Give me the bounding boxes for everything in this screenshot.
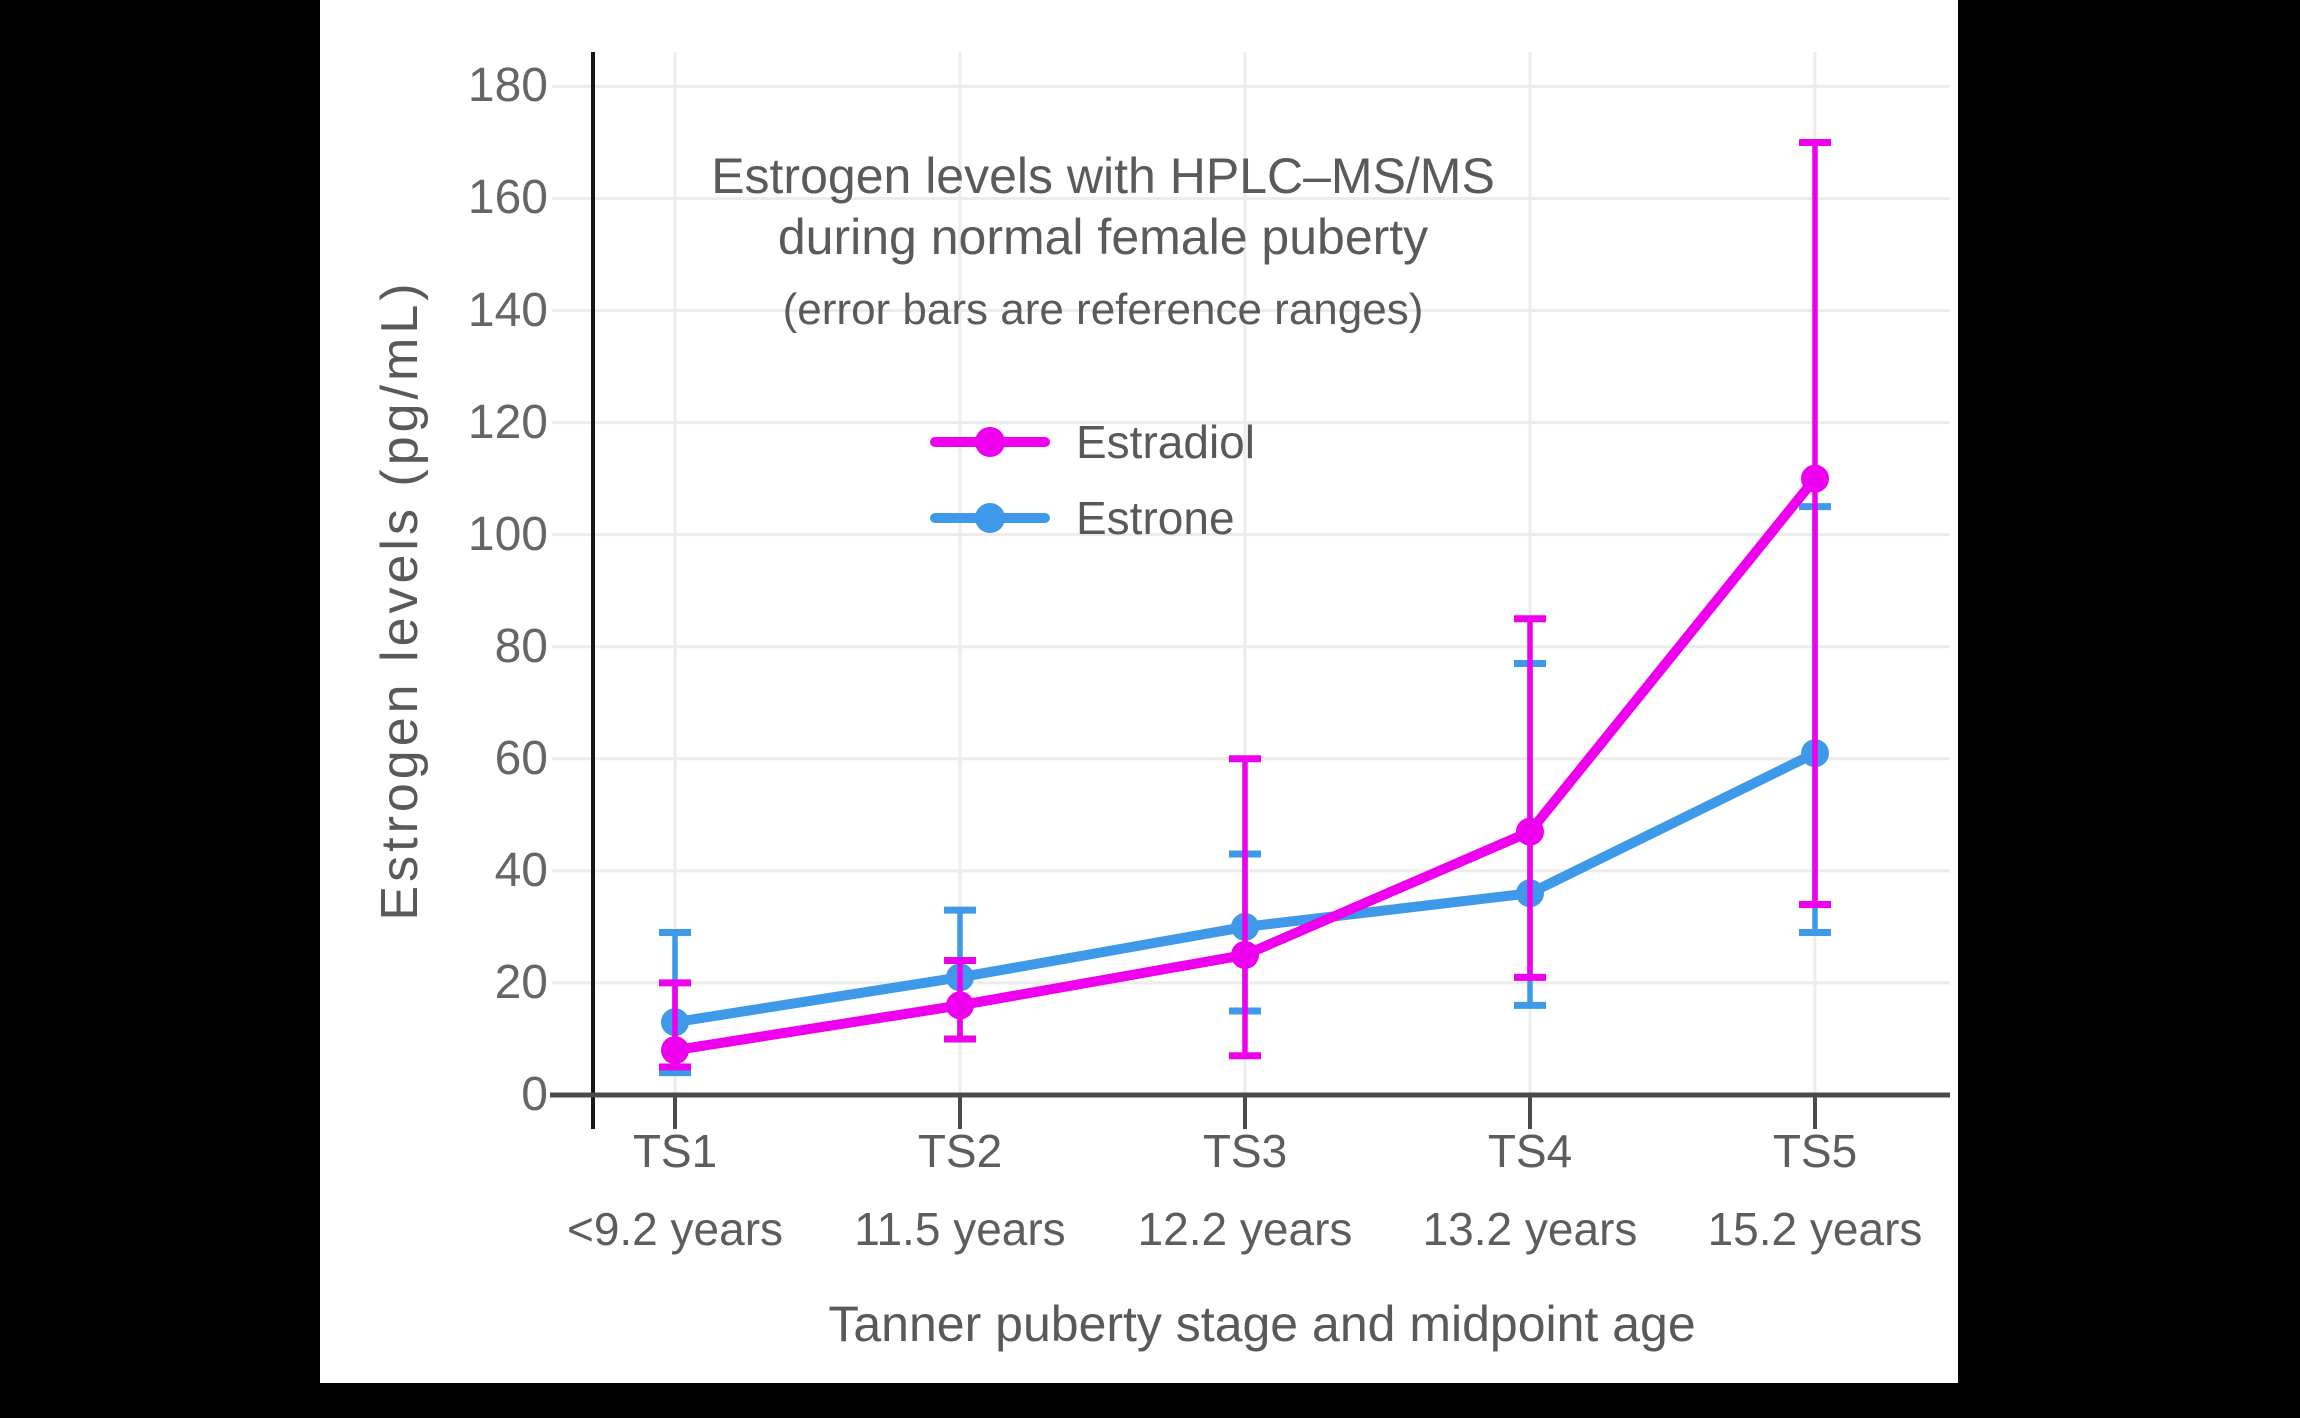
x-tick-label-stage: TS2 <box>917 1125 1003 1177</box>
y-tick-label: 20 <box>494 955 548 1009</box>
y-tick-label: 80 <box>494 619 548 673</box>
y-tick-label: 100 <box>467 507 548 561</box>
y-tick-label: 120 <box>467 395 548 449</box>
chart-legend: Estradiol Estrone <box>930 412 1255 548</box>
chart-title-line1: Estrogen levels with HPLC–MS/MS <box>711 148 1495 204</box>
legend-item-estradiol: Estradiol <box>930 412 1255 472</box>
estrone-legend-dot <box>975 503 1005 533</box>
x-tick-label-age: 13.2 years <box>1422 1203 1638 1255</box>
estrone-legend-marker-icon <box>930 488 1050 548</box>
legend-label-estradiol: Estradiol <box>1076 416 1255 468</box>
chart-subtitle: (error bars are reference ranges) <box>782 285 1424 334</box>
chart-title-line2: during normal female puberty <box>777 209 1429 265</box>
legend-item-estrone: Estrone <box>930 488 1255 548</box>
x-tick-label-age: 11.5 years <box>854 1203 1066 1255</box>
x-tick-label-stage: TS4 <box>1487 1125 1573 1177</box>
x-tick-label-age: 15.2 years <box>1707 1203 1923 1255</box>
x-tick-label-stage: TS5 <box>1772 1125 1858 1177</box>
x-tick-label-age: <9.2 years <box>566 1203 784 1255</box>
x-tick-label-stage: TS1 <box>632 1125 718 1177</box>
x-tick-label-age: 12.2 years <box>1137 1203 1353 1255</box>
estradiol-legend-marker-icon <box>930 412 1050 472</box>
estradiol-legend-dot <box>975 427 1005 457</box>
x-axis-title: Tanner puberty stage and midpoint age <box>828 1296 1696 1352</box>
y-axis-title: Estrogen levels (pg/mL) <box>371 279 429 921</box>
y-tick-label: 180 <box>467 59 548 113</box>
y-tick-label: 140 <box>467 283 548 337</box>
legend-label-estrone: Estrone <box>1076 492 1235 544</box>
y-tick-label: 160 <box>467 171 548 225</box>
x-tick-label-stage: TS3 <box>1202 1125 1288 1177</box>
y-tick-label: 0 <box>521 1068 548 1121</box>
y-tick-label: 40 <box>494 843 548 897</box>
y-tick-label: 60 <box>494 731 548 785</box>
